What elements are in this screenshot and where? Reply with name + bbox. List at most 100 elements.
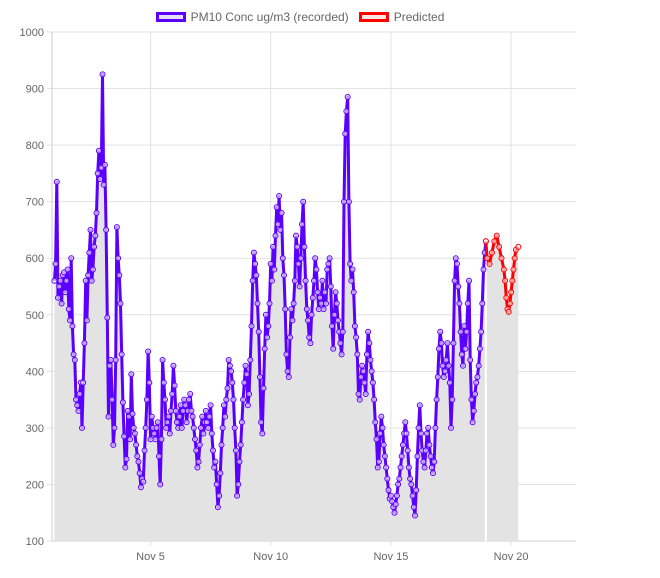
data-point-recorded — [55, 294, 61, 301]
data-point-recorded — [101, 161, 108, 168]
data-point-recorded — [216, 492, 223, 499]
data-point-recorded — [133, 441, 140, 448]
data-point-recorded — [190, 424, 197, 431]
data-point-recorded — [367, 357, 374, 363]
data-point-recorded — [255, 328, 262, 335]
data-point-recorded — [213, 481, 220, 488]
data-point-recorded — [279, 255, 286, 262]
legend-label-predicted: Predicted — [393, 10, 445, 24]
data-point-recorded — [113, 224, 120, 231]
data-point-recorded — [196, 441, 203, 448]
data-point-recorded — [455, 283, 462, 290]
data-point-recorded — [152, 436, 159, 443]
data-point-recorded — [468, 396, 475, 403]
data-point-recorded — [360, 368, 367, 375]
data-point-recorded — [160, 379, 167, 386]
data-point-recorded — [65, 306, 72, 313]
data-point-recorded — [466, 277, 472, 284]
legend-item-predicted[interactable]: Predicted — [358, 10, 445, 24]
data-point-recorded — [402, 419, 409, 426]
data-point-recorded — [121, 433, 128, 440]
x-tick-label: Nov 10 — [253, 551, 288, 563]
data-point-recorded — [148, 413, 155, 420]
data-point-predicted — [491, 238, 498, 245]
data-point-recorded — [381, 453, 388, 460]
data-point-recorded — [229, 379, 236, 386]
data-point-predicted — [486, 260, 493, 267]
data-point-recorded — [448, 424, 454, 431]
data-point-recorded — [427, 453, 434, 460]
data-point-recorded — [473, 379, 480, 386]
data-point-recorded — [214, 504, 221, 511]
data-point-recorded — [457, 328, 464, 335]
data-point-recorded — [87, 226, 94, 233]
data-point-predicted — [511, 255, 518, 262]
data-point-recorded — [267, 260, 274, 267]
data-point-recorded — [302, 277, 309, 284]
data-point-recorded — [408, 481, 415, 488]
data-point-recorded — [438, 340, 445, 347]
data-point-recorded — [186, 396, 192, 403]
data-point-recorded — [253, 272, 260, 279]
data-point-recorded — [73, 396, 79, 403]
x-tick-label: Nov 5 — [136, 551, 165, 563]
data-point-recorded — [296, 283, 303, 290]
data-point-recorded — [345, 198, 352, 205]
data-point-recorded — [318, 300, 325, 307]
data-point-recorded — [99, 71, 106, 78]
data-point-recorded — [103, 226, 110, 233]
data-point-recorded — [146, 379, 153, 386]
data-point-recorded — [170, 362, 177, 369]
data-point-recorded — [75, 407, 82, 414]
data-point-recorded — [168, 407, 174, 414]
data-point-recorded — [79, 424, 85, 431]
data-point-recorded — [436, 345, 442, 352]
data-point-recorded — [131, 430, 138, 437]
data-point-recorded — [82, 277, 89, 284]
data-point-predicted — [502, 277, 509, 284]
data-point-recorded — [385, 487, 392, 494]
data-point-recorded — [122, 464, 129, 471]
data-point-recorded — [264, 334, 271, 341]
y-tick-label: 700 — [26, 197, 44, 209]
data-point-recorded — [458, 351, 465, 358]
data-point-recorded — [349, 266, 356, 273]
data-point-recorded — [452, 255, 459, 262]
legend-item-recorded[interactable]: PM10 Conc ug/m3 (recorded) — [155, 10, 349, 24]
data-point-recorded — [172, 407, 179, 414]
data-point-recorded — [289, 317, 296, 324]
data-point-recorded — [313, 266, 320, 273]
data-point-recorded — [157, 481, 164, 488]
data-point-recorded — [440, 374, 447, 380]
data-point-recorded — [74, 402, 81, 409]
data-point-recorded — [378, 413, 385, 420]
data-point-recorded — [147, 436, 154, 443]
data-point-recorded — [285, 374, 292, 380]
data-point-recorded — [353, 334, 360, 341]
data-point-recorded — [117, 300, 124, 307]
data-point-recorded — [391, 509, 398, 516]
y-tick-label: 400 — [26, 366, 44, 378]
data-point-recorded — [222, 413, 229, 420]
data-point-recorded — [135, 458, 142, 465]
data-point-recorded — [277, 226, 284, 233]
data-point-recorded — [165, 413, 172, 420]
data-point-recorded — [369, 379, 376, 386]
data-point-recorded — [52, 260, 59, 267]
data-point-recorded — [225, 357, 232, 363]
data-point-recorded — [76, 391, 83, 397]
data-point-recorded — [425, 424, 432, 431]
data-point-recorded — [217, 470, 224, 477]
data-point-recorded — [475, 362, 482, 369]
data-point-recorded — [226, 362, 233, 369]
data-point-recorded — [91, 243, 98, 250]
data-point-recorded — [93, 210, 100, 216]
data-point-recorded — [301, 243, 308, 250]
data-point-recorded — [295, 260, 302, 267]
data-point-recorded — [467, 357, 474, 363]
data-point-recorded — [256, 374, 263, 380]
data-point-recorded — [68, 255, 75, 262]
data-point-recorded — [426, 441, 433, 448]
data-point-recorded — [88, 277, 95, 284]
